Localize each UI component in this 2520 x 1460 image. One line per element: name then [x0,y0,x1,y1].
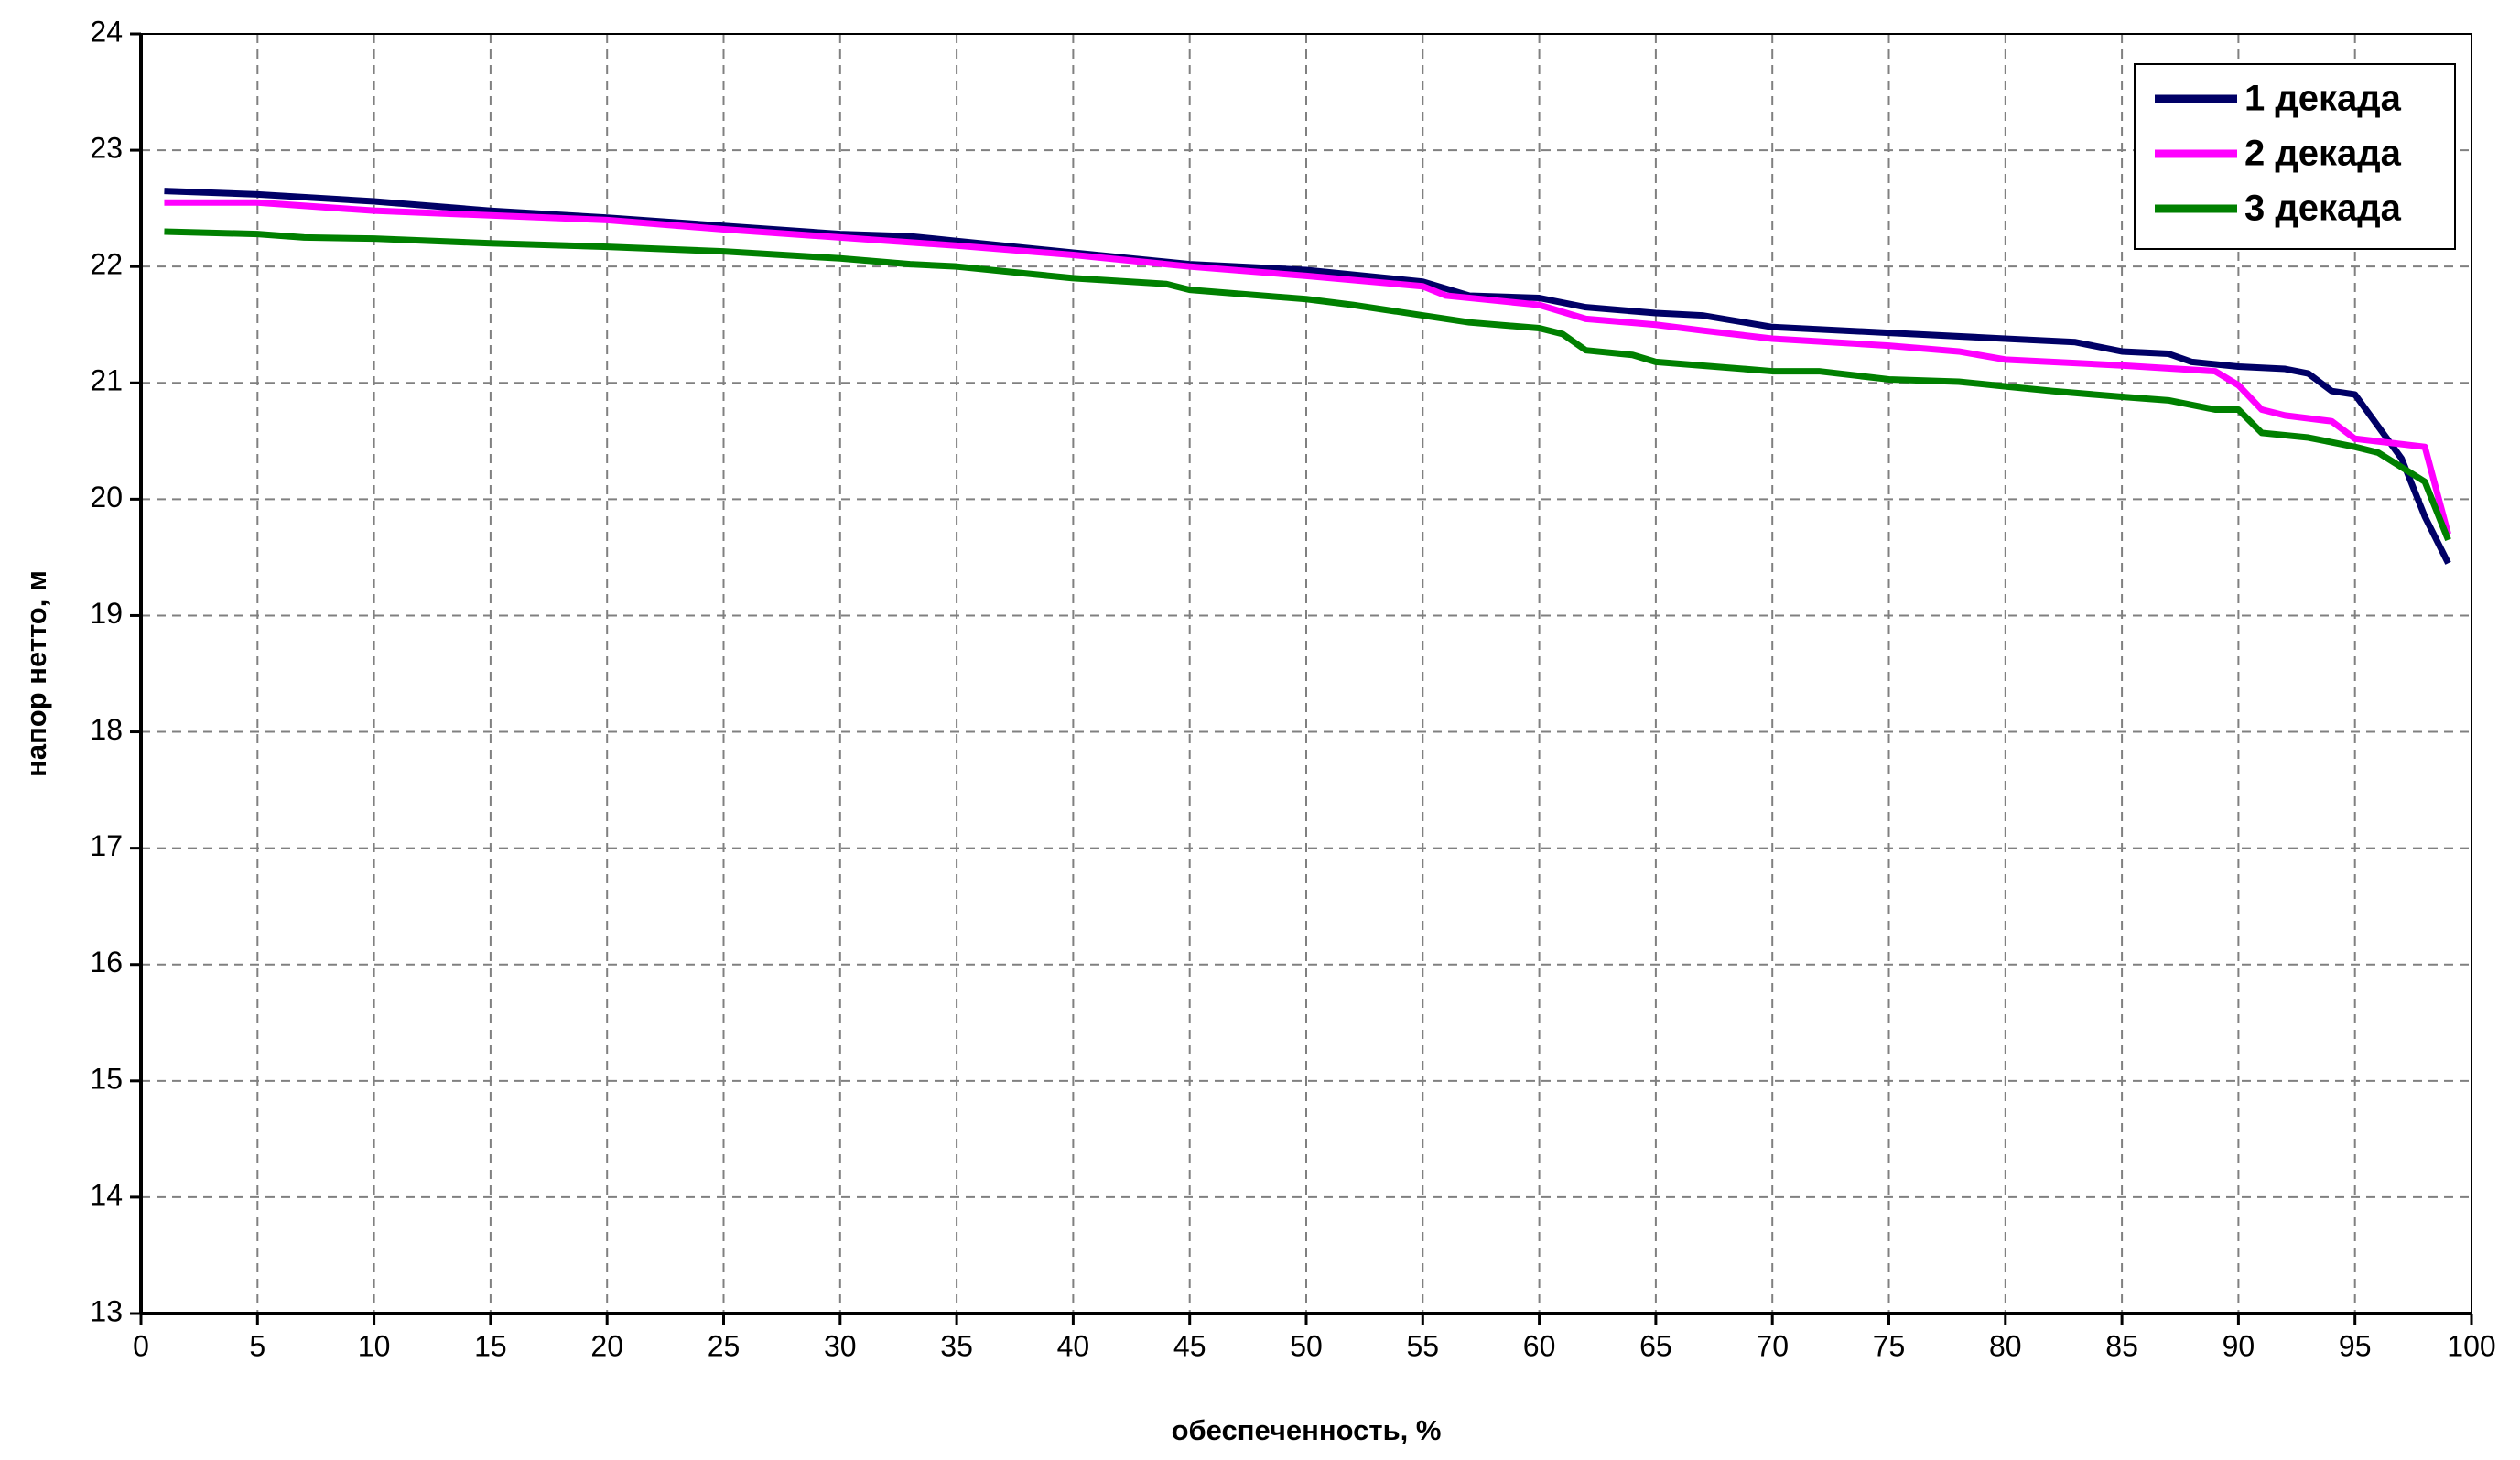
y-tick-label: 13 [90,1294,123,1327]
x-tick-label: 20 [590,1329,623,1362]
x-tick-label: 100 [2447,1329,2495,1362]
y-axis-label: напор нетто, м [20,570,52,777]
x-tick-label: 30 [824,1329,857,1362]
y-tick-label: 15 [90,1062,123,1095]
legend-label: 3 декада [2244,189,2402,229]
y-tick-label: 19 [90,597,123,630]
y-tick-label: 21 [90,364,123,397]
x-tick-label: 0 [133,1329,149,1362]
y-tick-label: 23 [90,132,123,165]
x-tick-label: 60 [1523,1329,1556,1362]
x-axis-label: обеспеченность, % [1172,1414,1442,1446]
x-tick-label: 5 [249,1329,265,1362]
y-tick-label: 18 [90,713,123,746]
x-tick-label: 55 [1407,1329,1440,1362]
x-tick-label: 80 [1989,1329,2022,1362]
y-tick-label: 17 [90,829,123,862]
y-tick-label: 20 [90,481,123,514]
legend-label: 1 декада [2244,79,2402,119]
x-tick-label: 50 [1290,1329,1323,1362]
x-tick-label: 25 [708,1329,741,1362]
x-tick-label: 70 [1756,1329,1789,1362]
x-tick-label: 95 [2339,1329,2372,1362]
data-line [164,228,2451,542]
x-tick-label: 45 [1173,1329,1206,1362]
x-tick-label: 10 [358,1329,391,1362]
y-tick-label: 14 [90,1178,123,1211]
x-tick-label: 40 [1057,1329,1090,1362]
x-tick-label: 75 [1873,1329,1906,1362]
legend-label: 2 декада [2244,134,2402,174]
data-line [164,199,2451,535]
y-tick-label: 22 [90,248,123,281]
x-tick-label: 15 [474,1329,507,1362]
y-tick-label: 16 [90,946,123,979]
x-tick-label: 65 [1639,1329,1672,1362]
x-tick-label: 35 [940,1329,973,1362]
x-tick-label: 85 [2105,1329,2138,1362]
x-tick-label: 90 [2223,1329,2255,1362]
y-tick-label: 24 [90,15,123,48]
data-line [164,188,2451,565]
